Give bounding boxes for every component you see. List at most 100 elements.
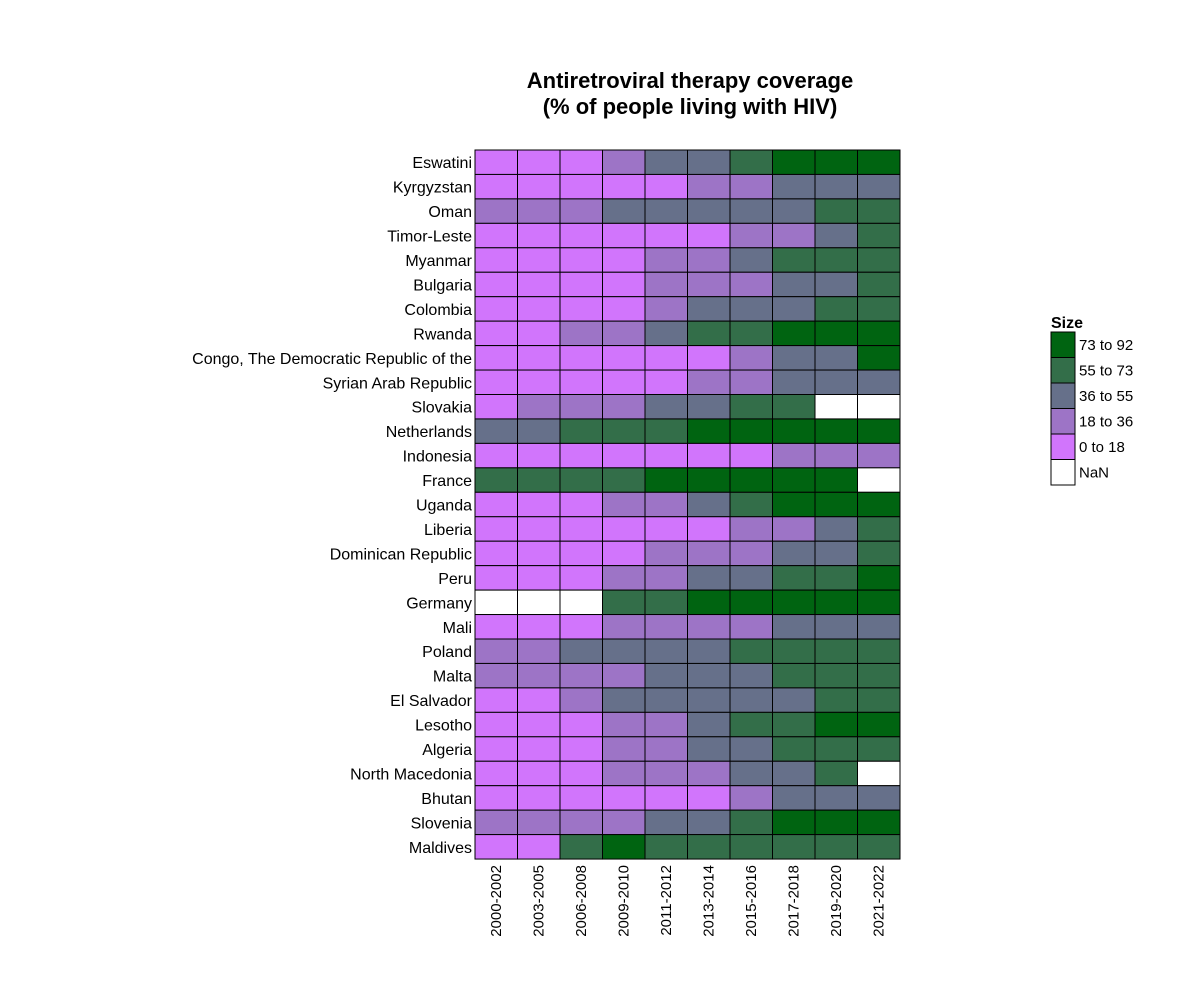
- heatmap-cell-peru-2019-2020: [814, 565, 858, 591]
- heatmap-cell-poland-2000-2002: [474, 638, 518, 664]
- heatmap-cell-mali-2006-2008: [559, 614, 603, 640]
- heatmap-cell-uganda-2021-2022: [857, 491, 901, 518]
- heatmap-cell-bulgaria-2013-2014: [687, 271, 731, 298]
- heatmap-cell-colombia-2011-2012: [644, 296, 688, 322]
- heatmap-cell-mali-2021-2022: [857, 614, 901, 640]
- heatmap-cell-lesotho-2017-2018: [772, 711, 816, 738]
- row-label-slovakia: Slovakia: [412, 400, 473, 417]
- heatmap-cell-malta-2015-2016: [729, 662, 773, 689]
- heatmap-cell-france-2011-2012: [644, 467, 688, 493]
- heatmap-cell-uganda-2003-2005: [517, 491, 561, 518]
- legend-swatch-36-to-55: [1050, 382, 1076, 409]
- column-label-2000-2002: 2000-2002: [488, 865, 505, 937]
- heatmap-cell-congo-the-democratic-republic-of-the-2009-2010: [602, 345, 646, 371]
- heatmap-cell-france-2017-2018: [772, 467, 816, 493]
- heatmap-cell-oman-2019-2020: [814, 198, 858, 224]
- heatmap-cell-kyrgyzstan-2003-2005: [517, 173, 561, 200]
- heatmap-cell-germany-2000-2002: [474, 589, 518, 616]
- heatmap-cell-bhutan-2021-2022: [857, 785, 901, 811]
- heatmap-cell-slovenia-2015-2016: [729, 809, 773, 836]
- heatmap-cell-timor-leste-2013-2014: [687, 222, 731, 249]
- heatmap-cell-liberia-2017-2018: [772, 516, 816, 542]
- heatmap-cell-peru-2003-2005: [517, 565, 561, 591]
- heatmap-cell-rwanda-2017-2018: [772, 320, 816, 347]
- row-label-rwanda: Rwanda: [413, 326, 472, 343]
- heatmap-cell-france-2009-2010: [602, 467, 646, 493]
- heatmap-cell-bhutan-2017-2018: [772, 785, 816, 811]
- heatmap-cell-oman-2017-2018: [772, 198, 816, 224]
- row-label-eswatini: Eswatini: [412, 155, 472, 172]
- heatmap-cell-uganda-2006-2008: [559, 491, 603, 518]
- heatmap-cell-el-salvador-2013-2014: [687, 687, 731, 713]
- legend: Size 73 to 92 55 to 73 36 to 55 18 to 36 0 to…: [1050, 315, 1133, 486]
- heatmap-cell-el-salvador-2015-2016: [729, 687, 773, 713]
- heatmap-cell-el-salvador-2011-2012: [644, 687, 688, 713]
- heatmap-cell-mali-2019-2020: [814, 614, 858, 640]
- heatmap-cell-kyrgyzstan-2015-2016: [729, 173, 773, 200]
- legend-label-36-to-55: 36 to 55: [1079, 388, 1133, 405]
- row-label-indonesia: Indonesia: [403, 449, 472, 466]
- heatmap-cell-lesotho-2019-2020: [814, 711, 858, 738]
- heatmap-cell-indonesia-2011-2012: [644, 442, 688, 469]
- heatmap-cell-timor-leste-2009-2010: [602, 222, 646, 249]
- heatmap-cell-lesotho-2021-2022: [857, 711, 901, 738]
- heatmap-cell-maldives-2009-2010: [602, 834, 646, 860]
- heatmap-cell-rwanda-2015-2016: [729, 320, 773, 347]
- heatmap-cell-bulgaria-2003-2005: [517, 271, 561, 298]
- heatmap-cell-oman-2015-2016: [729, 198, 773, 224]
- chart-title-line1: Antiretroviral therapy coverage: [526, 68, 854, 93]
- heatmap-cell-bulgaria-2009-2010: [602, 271, 646, 298]
- row-label-algeria: Algeria: [422, 742, 472, 759]
- heatmap-cell-netherlands-2019-2020: [814, 418, 858, 444]
- heatmap-cell-france-2003-2005: [517, 467, 561, 493]
- heatmap-cell-netherlands-2013-2014: [687, 418, 731, 444]
- heatmap-cell-north-macedonia-2019-2020: [814, 760, 858, 787]
- heatmap-cell-bhutan-2011-2012: [644, 785, 688, 811]
- row-label-poland: Poland: [422, 644, 472, 661]
- column-label-2017-2018: 2017-2018: [786, 865, 803, 937]
- row-label-uganda: Uganda: [416, 498, 472, 515]
- heatmap-cell-myanmar-2017-2018: [772, 247, 816, 273]
- legend-label-55-to-73: 55 to 73: [1079, 362, 1133, 379]
- heatmap-cell-mali-2003-2005: [517, 614, 561, 640]
- heatmap-cell-maldives-2013-2014: [687, 834, 731, 860]
- heatmap-cell-poland-2013-2014: [687, 638, 731, 664]
- row-labels: Eswatini Kyrgyzstan Oman Timor-Leste Myanmar…: [192, 155, 473, 857]
- heatmap-cell-el-salvador-2017-2018: [772, 687, 816, 713]
- heatmap-cell-eswatini-2003-2005: [517, 149, 561, 175]
- heatmap-cell-germany-2006-2008: [559, 589, 603, 616]
- heatmap-cell-el-salvador-2000-2002: [474, 687, 518, 713]
- legend-title: Size: [1051, 315, 1083, 332]
- heatmap-cell-germany-2021-2022: [857, 589, 901, 616]
- heatmap-cell-slovenia-2013-2014: [687, 809, 731, 836]
- heatmap-cell-kyrgyzstan-2013-2014: [687, 173, 731, 200]
- heatmap-cell-algeria-2006-2008: [559, 736, 603, 762]
- heatmap-cell-lesotho-2013-2014: [687, 711, 731, 738]
- heatmap-cell-el-salvador-2021-2022: [857, 687, 901, 713]
- heatmap-cell-oman-2021-2022: [857, 198, 901, 224]
- heatmap-cell-peru-2009-2010: [602, 565, 646, 591]
- heatmap-cell-myanmar-2019-2020: [814, 247, 858, 273]
- heatmap-cell-algeria-2011-2012: [644, 736, 688, 762]
- heatmap-cell-algeria-2017-2018: [772, 736, 816, 762]
- heatmap-cell-maldives-2019-2020: [814, 834, 858, 860]
- heatmap-cell-france-2006-2008: [559, 467, 603, 493]
- heatmap-cell-syrian-arab-republic-2013-2014: [687, 369, 731, 395]
- heatmap-cell-lesotho-2003-2005: [517, 711, 561, 738]
- heatmap-cell-indonesia-2017-2018: [772, 442, 816, 469]
- heatmap-cell-eswatini-2021-2022: [857, 149, 901, 175]
- heatmap-cell-mali-2013-2014: [687, 614, 731, 640]
- heatmap-cell-lesotho-2006-2008: [559, 711, 603, 738]
- row-label-syrian-arab-republic: Syrian Arab Republic: [323, 375, 472, 392]
- heatmap-cell-slovenia-2021-2022: [857, 809, 901, 836]
- heatmap-cell-algeria-2000-2002: [474, 736, 518, 762]
- heatmap-cell-dominican-republic-2000-2002: [474, 540, 518, 567]
- heatmap-cell-maldives-2015-2016: [729, 834, 773, 860]
- heatmap-cell-slovakia-2017-2018: [772, 394, 816, 420]
- heatmap-cell-kyrgyzstan-2000-2002: [474, 173, 518, 200]
- heatmap-cell-peru-2017-2018: [772, 565, 816, 591]
- heatmap-cell-germany-2017-2018: [772, 589, 816, 616]
- heatmap-cell-poland-2021-2022: [857, 638, 901, 664]
- heatmap-cell-netherlands-2000-2002: [474, 418, 518, 444]
- heatmap-cell-colombia-2019-2020: [814, 296, 858, 322]
